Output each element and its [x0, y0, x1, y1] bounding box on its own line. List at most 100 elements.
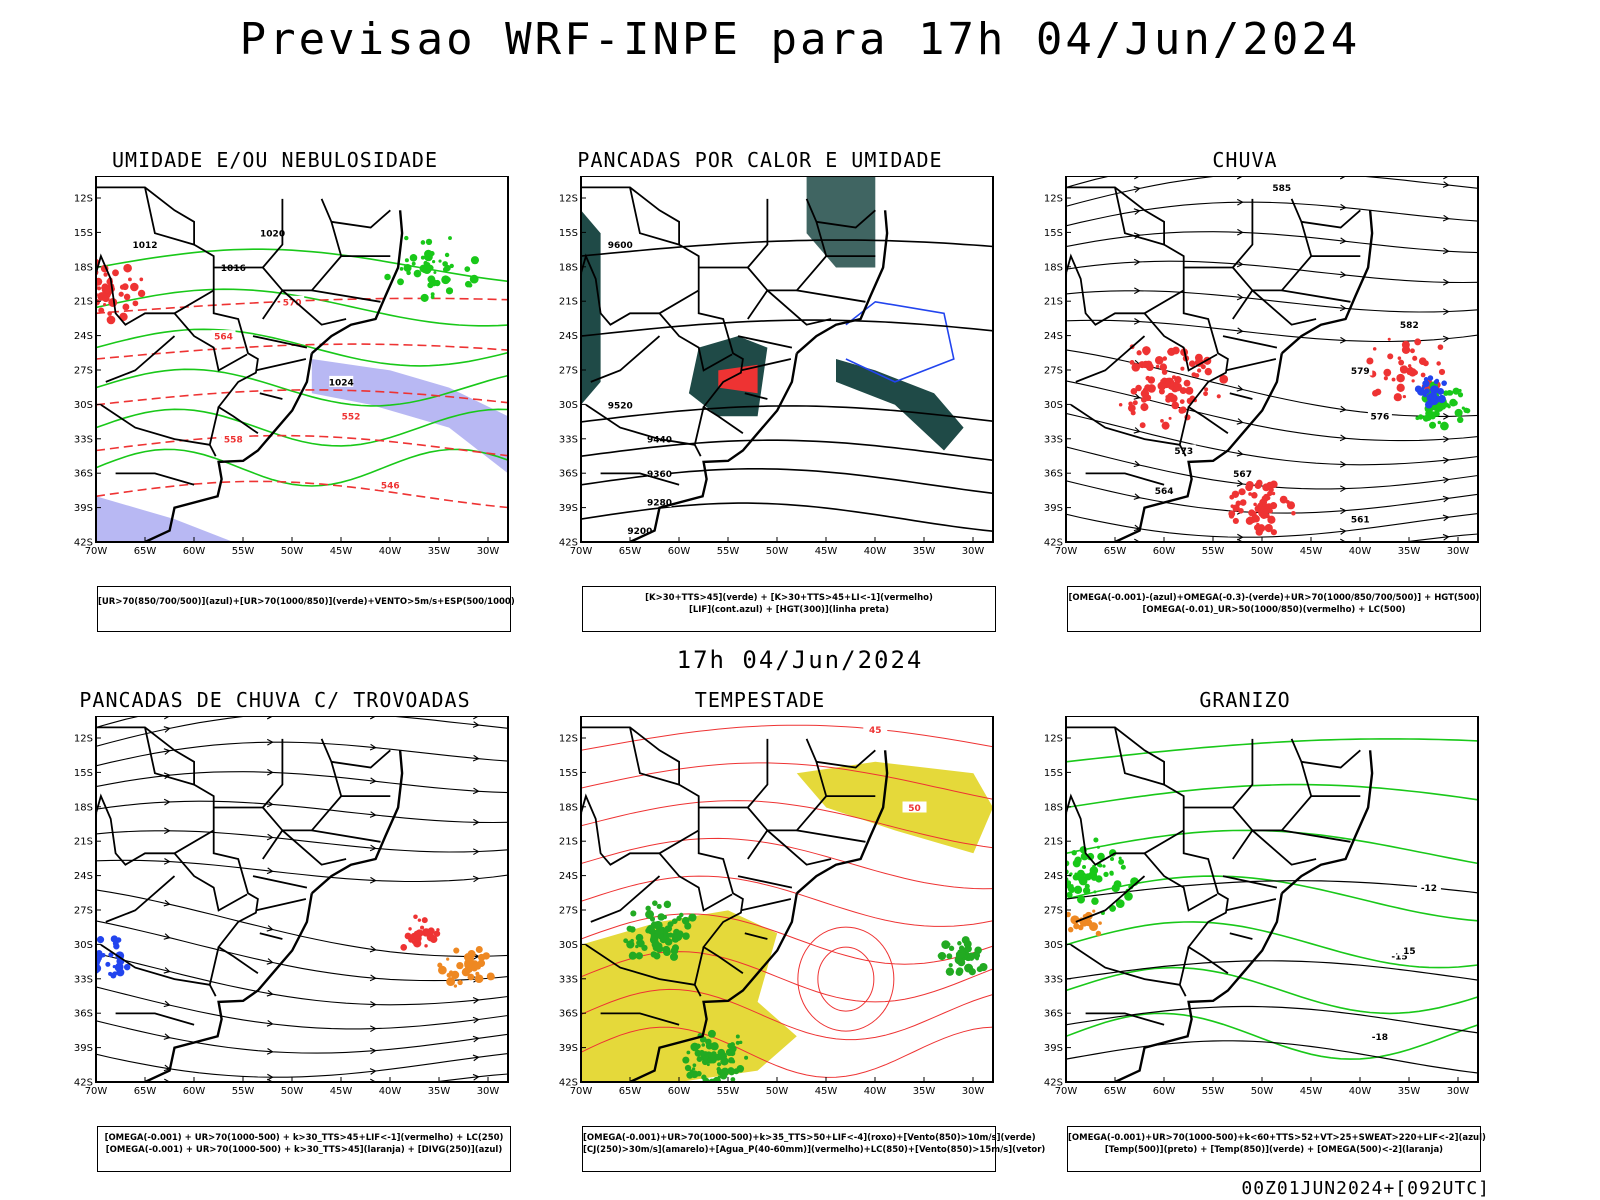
forecast-map: -12 -15 -18 15 12S 15S 18S 21S 24S 27S 30S 33S 36S 39…	[1010, 716, 1480, 1156]
lon-tick-label: 40W	[1349, 1086, 1372, 1097]
panel-title: PANCADAS POR CALOR E UMIDADE	[577, 148, 943, 172]
lon-tick-label: 60W	[1153, 546, 1176, 557]
lon-tick-label: 40W	[1349, 546, 1372, 557]
contour-label: -12	[1421, 884, 1437, 894]
panel-pancadas-calor: PANCADAS POR CALOR E UMIDADE 9600 9520 944…	[525, 148, 996, 632]
legend-line: [LIF](cont.azul) + [HGT(300)](linha pret…	[688, 605, 890, 615]
lat-tick-label: 12S	[74, 734, 93, 745]
lon-tick-label: 70W	[85, 1086, 108, 1097]
lat-tick-label: 27S	[559, 906, 578, 917]
panel-chuva: CHUVA 585 582 579 576 573 567 564 561 12S 15S 18S 2…	[1010, 148, 1481, 632]
lat-tick-label: 39S	[74, 1043, 93, 1054]
lat-tick-label: 24S	[1044, 331, 1063, 342]
lat-tick-label: 33S	[74, 434, 93, 445]
lon-tick-label: 40W	[864, 546, 887, 557]
lon-tick-label: 35W	[428, 1086, 451, 1097]
lat-tick-label: 39S	[559, 503, 578, 514]
contour-label: 9600	[608, 241, 633, 251]
lat-tick-label: 18S	[1044, 802, 1063, 813]
forecast-map: 12S 15S 18S 21S 24S 27S 30S 33S 36S 39S 42S 70W 65W 6…	[40, 716, 510, 1156]
lon-tick-label: 55W	[1202, 546, 1225, 557]
lat-tick-label: 42S	[559, 538, 578, 549]
contour-label: 552	[342, 413, 361, 423]
lon-tick-label: 65W	[1104, 546, 1127, 557]
lat-tick-label: 39S	[1044, 1043, 1063, 1054]
lat-tick-label: 33S	[1044, 974, 1063, 985]
lat-tick-label: 24S	[74, 331, 93, 342]
lon-tick-label: 70W	[1055, 1086, 1078, 1097]
lat-tick-label: 24S	[74, 871, 93, 882]
lat-tick-label: 21S	[1044, 297, 1063, 308]
lon-tick-label: 55W	[717, 1086, 740, 1097]
contour-label: 576	[1371, 413, 1390, 423]
contour-label: 15	[1403, 947, 1416, 957]
contour-label: 1024	[329, 378, 354, 388]
contour-label: 9360	[647, 470, 672, 480]
lat-tick-label: 18S	[559, 802, 578, 813]
lat-tick-label: 42S	[74, 538, 93, 549]
contour-label: 585	[1272, 184, 1291, 194]
lat-tick-label: 18S	[74, 262, 93, 273]
lat-tick-label: 30S	[559, 940, 578, 951]
lat-tick-label: 12S	[1044, 194, 1063, 205]
lon-tick-label: 50W	[281, 1086, 304, 1097]
lon-tick-label: 65W	[1104, 1086, 1127, 1097]
panel-title: TEMPESTADE	[694, 688, 826, 712]
lat-tick-label: 33S	[559, 974, 578, 985]
lon-tick-label: 45W	[330, 546, 353, 557]
lat-tick-label: 27S	[74, 366, 93, 377]
forecast-map: 9600 9520 9440 9360 9280 9200 12S 15S 18S 21S 24S 2…	[525, 176, 995, 616]
lon-tick-label: 40W	[864, 1086, 887, 1097]
legend-line: [K>30+TTS>45](verde) + [K>30+TTS>45+LI<-…	[645, 593, 933, 603]
legend-box: [OMEGA(-0.001)+UR>70(1000-500)+k<60+TTS>…	[1067, 1126, 1486, 1172]
lon-tick-label: 55W	[1202, 1086, 1225, 1097]
forecast-date-label: 17h 04/Jun/2024	[676, 646, 924, 674]
lat-tick-label: 21S	[74, 297, 93, 308]
lat-tick-label: 42S	[1044, 538, 1063, 549]
lat-tick-label: 36S	[74, 1009, 93, 1020]
lon-tick-label: 70W	[85, 546, 108, 557]
lat-tick-label: 33S	[559, 434, 578, 445]
legend-line: [OMEGA(-0.01)_UR>50(1000/850)(vermelho) …	[1142, 605, 1406, 615]
lon-tick-label: 30W	[1447, 1086, 1470, 1097]
lat-tick-label: 12S	[74, 194, 93, 205]
lat-tick-label: 18S	[559, 262, 578, 273]
lon-tick-label: 35W	[1398, 1086, 1421, 1097]
legend-line: [OMEGA(-0.001) + UR>70(1000-500) + k>30_…	[105, 1145, 503, 1155]
lon-tick-label: 30W	[1447, 546, 1470, 557]
lon-tick-label: 55W	[232, 1086, 255, 1097]
lon-tick-label: 35W	[428, 546, 451, 557]
contour-label: 570	[283, 298, 302, 308]
contour-label: 9280	[647, 498, 672, 508]
lon-tick-label: 70W	[1055, 546, 1078, 557]
lat-tick-label: 15S	[559, 228, 578, 239]
lat-tick-label: 36S	[1044, 469, 1063, 480]
lat-tick-label: 24S	[1044, 871, 1063, 882]
legend-box: [K>30+TTS>45](verde) + [K>30+TTS>45+LI<-…	[582, 586, 996, 632]
lat-tick-label: 42S	[74, 1078, 93, 1089]
legend-line: [OMEGA(-0.001)+UR>70(1000-500)+k<60+TTS>…	[1068, 1133, 1486, 1143]
lon-tick-label: 45W	[330, 1086, 353, 1097]
lat-tick-label: 36S	[559, 1009, 578, 1020]
lat-tick-label: 21S	[559, 297, 578, 308]
lat-tick-label: 27S	[1044, 366, 1063, 377]
lat-tick-label: 24S	[559, 331, 578, 342]
contour-label: 564	[1155, 487, 1174, 497]
lon-tick-label: 60W	[183, 1086, 206, 1097]
lon-tick-label: 45W	[815, 1086, 838, 1097]
lon-tick-label: 40W	[379, 1086, 402, 1097]
lat-tick-label: 18S	[1044, 262, 1063, 273]
lon-tick-label: 55W	[232, 546, 255, 557]
lat-tick-label: 15S	[559, 768, 578, 779]
lat-tick-label: 30S	[559, 400, 578, 411]
lon-tick-label: 65W	[619, 546, 642, 557]
page-title: Previsao WRF-INPE para 17h 04/Jun/2024	[239, 14, 1361, 65]
lat-tick-label: 39S	[74, 503, 93, 514]
legend-line: [OMEGA(-0.001)-(azul)+OMEGA(-0.3)-(verde…	[1068, 593, 1480, 603]
lon-tick-label: 60W	[1153, 1086, 1176, 1097]
lon-tick-label: 50W	[766, 546, 789, 557]
legend-box: [UR>70(850/700/500)](azul)+[UR>70(1000/8…	[97, 586, 515, 632]
lon-tick-label: 45W	[815, 546, 838, 557]
lon-tick-label: 65W	[134, 546, 157, 557]
legend-line: [UR>70(850/700/500)](azul)+[UR>70(1000/8…	[98, 597, 515, 607]
